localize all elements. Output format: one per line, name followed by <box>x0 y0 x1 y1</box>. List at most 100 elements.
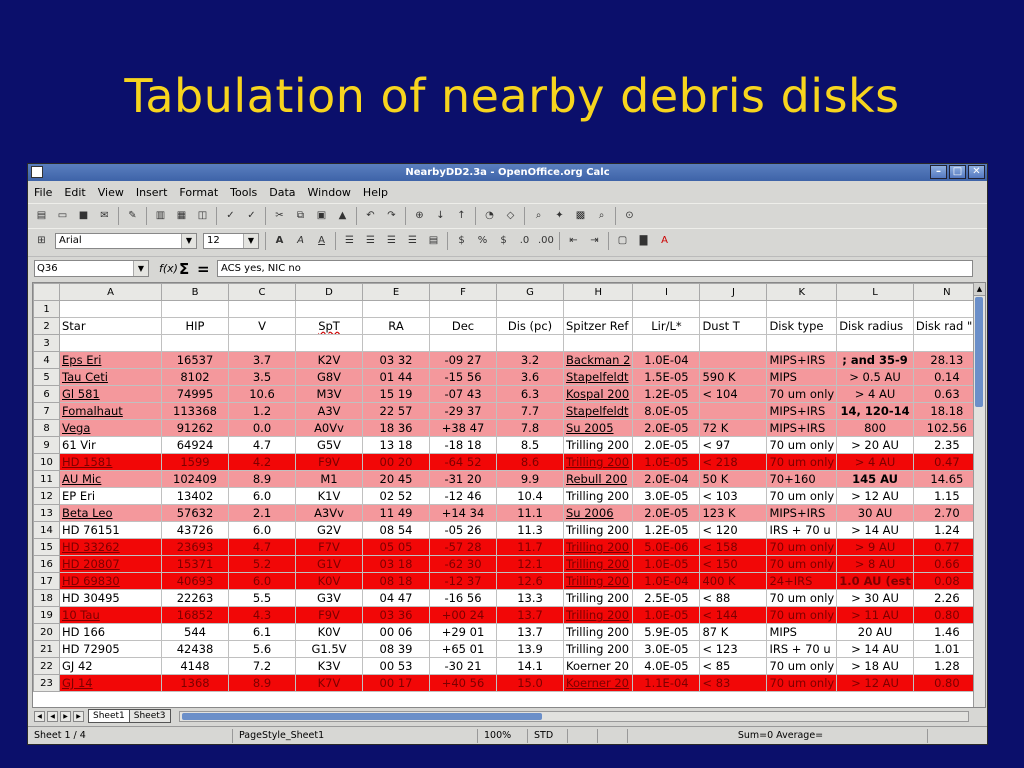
cell[interactable] <box>699 402 768 420</box>
sort-descending-icon[interactable]: ↑ <box>457 210 466 221</box>
cell[interactable]: 4.0E-05 <box>632 657 701 675</box>
paste-icon[interactable]: ▣ <box>316 210 327 221</box>
cell[interactable]: 0.77 <box>912 538 981 556</box>
cell[interactable]: 03 36 <box>362 606 430 624</box>
cell[interactable]: 145 AU <box>836 470 914 488</box>
cell[interactable] <box>632 334 701 352</box>
cell[interactable] <box>562 334 634 352</box>
cell[interactable]: 91262 <box>161 419 229 437</box>
cell[interactable]: 15 19 <box>362 385 430 403</box>
cell[interactable]: 11 49 <box>362 504 430 522</box>
cell[interactable]: 12.6 <box>496 572 564 590</box>
cell[interactable]: 0.80 <box>912 606 981 624</box>
cell[interactable]: 30 AU <box>836 504 914 522</box>
font-color-icon[interactable]: A <box>661 235 668 246</box>
row-header[interactable]: 2 <box>33 317 60 335</box>
cell[interactable]: Gl 581 <box>59 385 162 403</box>
cell[interactable] <box>295 300 363 318</box>
cell[interactable]: 1368 <box>161 674 229 692</box>
column-header[interactable]: H <box>562 283 634 301</box>
cell[interactable]: Trilling 200 <box>562 555 634 573</box>
bold-icon[interactable]: A <box>275 235 284 246</box>
cell[interactable]: < 97 <box>699 436 768 454</box>
menu-insert[interactable]: Insert <box>135 185 168 199</box>
cell[interactable]: A3Vv <box>295 504 363 522</box>
sum-icon[interactable]: Σ <box>179 259 190 278</box>
cell[interactable]: 22 57 <box>362 402 430 420</box>
cell[interactable]: G5V <box>295 436 363 454</box>
cell[interactable]: -05 26 <box>429 521 497 539</box>
last-sheet-icon[interactable]: ▶ <box>73 710 84 722</box>
edit-file-icon[interactable]: ✎ <box>128 210 137 221</box>
scroll-thumb[interactable] <box>975 297 983 407</box>
font-size-select[interactable]: 12 ▼ <box>203 232 259 249</box>
cell[interactable] <box>699 300 768 318</box>
status-zoom[interactable]: 100% <box>478 728 528 743</box>
first-sheet-icon[interactable]: ◀ <box>34 710 45 722</box>
column-header[interactable]: D <box>295 283 363 301</box>
cell[interactable]: -57 28 <box>429 538 497 556</box>
cell[interactable]: 1.2 <box>228 402 296 420</box>
draw-functions-icon[interactable]: ◇ <box>506 210 515 221</box>
cell[interactable]: 4.7 <box>228 436 296 454</box>
cell[interactable]: 70 um only <box>766 453 838 471</box>
cell[interactable]: > 12 AU <box>836 674 914 692</box>
cell[interactable]: 1.28 <box>912 657 981 675</box>
cell[interactable]: 20 45 <box>362 470 430 488</box>
cell[interactable] <box>562 300 634 318</box>
cell[interactable]: MIPS+IRS <box>766 351 838 369</box>
cell[interactable]: 70 um only <box>766 589 838 607</box>
cell[interactable]: AU Mic <box>59 470 162 488</box>
chevron-down-icon[interactable]: ▼ <box>133 261 148 276</box>
window-titlebar[interactable]: NearbyDD2.3a - OpenOffice.org Calc – □ ✕ <box>28 164 987 181</box>
increase-indent-icon[interactable]: ⇥ <box>590 235 599 246</box>
spellcheck-icon[interactable]: ✓ <box>226 210 235 221</box>
cell[interactable]: 5.0E-06 <box>632 538 701 556</box>
cell[interactable]: 1.24 <box>912 521 981 539</box>
header-cell[interactable]: Dec <box>429 317 497 335</box>
row-header[interactable]: 9 <box>33 436 60 454</box>
cell[interactable]: -09 27 <box>429 351 497 369</box>
close-button[interactable]: ✕ <box>968 165 985 179</box>
cell[interactable] <box>228 334 296 352</box>
header-cell[interactable]: SpT <box>295 317 363 335</box>
column-header[interactable]: E <box>362 283 430 301</box>
row-header[interactable]: 11 <box>33 470 60 488</box>
cell[interactable]: 42438 <box>161 640 229 658</box>
cell[interactable]: 4.2 <box>228 453 296 471</box>
cell[interactable]: 40693 <box>161 572 229 590</box>
cell[interactable]: 3.0E-05 <box>632 640 701 658</box>
cell[interactable]: 3.5 <box>228 368 296 386</box>
sort-ascending-icon[interactable]: ↓ <box>436 210 445 221</box>
cell[interactable]: Stapelfeldt <box>562 402 634 420</box>
cell[interactable]: -62 30 <box>429 555 497 573</box>
cell[interactable]: 8.5 <box>496 436 564 454</box>
cell[interactable]: Trilling 200 <box>562 640 634 658</box>
chevron-down-icon[interactable]: ▼ <box>243 233 258 248</box>
maximize-button[interactable]: □ <box>949 165 966 179</box>
align-right-icon[interactable]: ☰ <box>387 235 396 246</box>
row-header[interactable]: 3 <box>33 334 60 352</box>
cell[interactable]: 6.0 <box>228 487 296 505</box>
cell[interactable]: Rebull 200 <box>562 470 634 488</box>
styles-icon[interactable]: ⊞ <box>37 235 46 246</box>
row-header[interactable]: 22 <box>33 657 60 675</box>
cell[interactable]: 3.0E-05 <box>632 487 701 505</box>
cell[interactable]: 00 17 <box>362 674 430 692</box>
cell[interactable]: 12.1 <box>496 555 564 573</box>
cell[interactable]: Trilling 200 <box>562 436 634 454</box>
cell[interactable] <box>362 334 430 352</box>
cell[interactable]: 00 20 <box>362 453 430 471</box>
cell[interactable]: 13.7 <box>496 623 564 641</box>
column-header[interactable]: B <box>161 283 229 301</box>
italic-icon[interactable]: A <box>297 235 304 246</box>
help-icon[interactable]: ⊙ <box>625 210 634 221</box>
row-header[interactable]: 10 <box>33 453 60 471</box>
cell[interactable]: 10 Tau <box>59 606 162 624</box>
cell[interactable]: < 144 <box>699 606 768 624</box>
cell[interactable]: A3V <box>295 402 363 420</box>
currency-icon[interactable]: $ <box>458 235 465 246</box>
cell[interactable]: < 83 <box>699 674 768 692</box>
redo-icon[interactable]: ↷ <box>387 210 396 221</box>
scroll-thumb[interactable] <box>181 712 542 720</box>
